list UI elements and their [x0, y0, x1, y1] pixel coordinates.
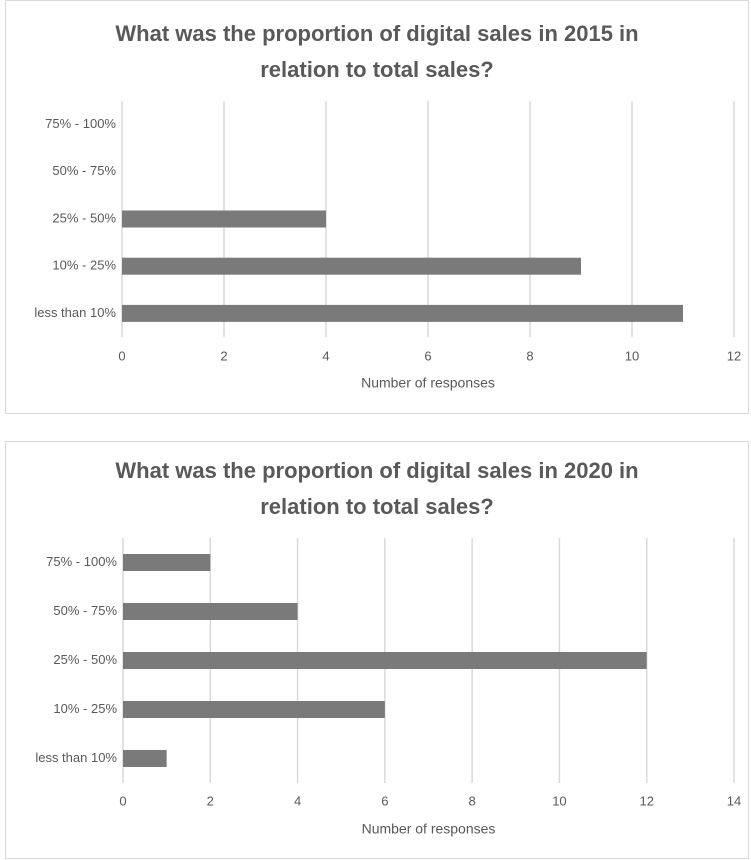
chart-panel: What was the proportion of digital sales… [5, 441, 749, 859]
x-tick-label: 12 [727, 348, 741, 363]
chart: 0 2 4 6 8 10 12 Number of responses less than 10… [34, 101, 741, 391]
x-tick-label: 12 [639, 793, 653, 808]
y-tick-label: less than 10% [34, 305, 116, 320]
x-tick-label: 4 [294, 793, 301, 808]
x-tick-label: 0 [119, 793, 126, 808]
x-tick-label: 10 [552, 793, 566, 808]
y-tick-label: 25% - 50% [53, 652, 117, 667]
x-axis-title: Number of responses [362, 821, 496, 837]
bar [122, 257, 581, 275]
y-tick-label: 75% - 100% [46, 554, 117, 569]
y-tick-label: 50% - 75% [53, 603, 117, 618]
chart-title: What was the proportion of digital sales… [115, 21, 639, 82]
x-tick-label: 6 [381, 793, 388, 808]
x-axis-title: Number of responses [361, 375, 495, 391]
y-tick-label: 75% - 100% [45, 116, 116, 131]
chart-title: What was the proportion of digital sales… [115, 458, 639, 519]
x-tick-label: 2 [220, 348, 227, 363]
x-tick-label: 10 [625, 348, 639, 363]
chart-panel: What was the proportion of digital sales… [5, 0, 749, 414]
x-tick-label: 14 [727, 793, 741, 808]
x-tick-label: 6 [424, 348, 431, 363]
bar [123, 652, 647, 669]
bar [123, 701, 385, 718]
y-tick-label: less than 10% [35, 750, 117, 765]
x-tick-label: 4 [322, 348, 329, 363]
bar [123, 603, 298, 620]
y-tick-label: 10% - 25% [53, 701, 117, 716]
x-tick-label: 0 [118, 348, 125, 363]
bar [123, 554, 211, 571]
y-tick-label: 25% - 50% [52, 210, 116, 225]
bar [122, 304, 683, 322]
bar [122, 210, 326, 228]
chart: 0 2 4 6 8 10 12 14 Number of responses less than … [35, 538, 741, 837]
x-tick-label: 8 [526, 348, 533, 363]
bar [123, 750, 167, 767]
y-tick-label: 50% - 75% [52, 163, 116, 178]
x-tick-label: 2 [207, 793, 214, 808]
x-tick-label: 8 [469, 793, 476, 808]
y-tick-label: 10% - 25% [52, 258, 116, 273]
